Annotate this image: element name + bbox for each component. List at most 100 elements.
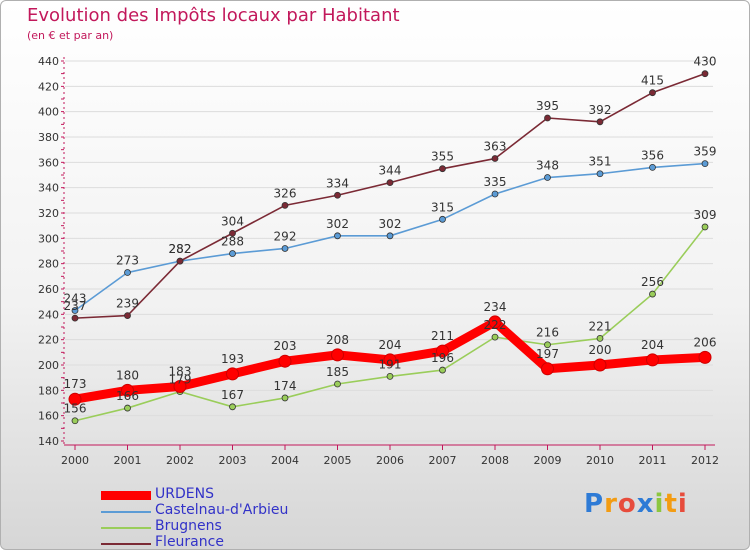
data-label: 211 [431,329,454,343]
y-tick-label: 240 [38,308,59,321]
data-point [124,269,131,276]
data-point [596,334,604,342]
logo-letter: r [604,489,618,519]
data-point [386,372,394,380]
y-tick-label: 440 [38,55,59,68]
logo-letter: o [617,489,637,519]
legend-swatch [101,491,151,500]
data-point [386,232,394,240]
data-label: 292 [274,229,297,243]
line-chart: 140 160 180 200 220 240 260 280 300 320 340 360 380 4… [38,55,719,467]
chart-title: Evolution des Impôts locaux par Habitant [27,5,400,26]
data-label: 156 [64,402,87,416]
data-point [701,70,709,78]
x-tick-label: 2000 [61,454,89,467]
legend-swatch [101,511,151,513]
data-point [541,362,554,376]
data-point [226,367,239,381]
data-label: 174 [274,379,297,393]
y-tick-label: 140 [38,435,59,448]
data-label: 355 [431,150,454,164]
data-label: 309 [694,208,717,222]
y-tick-label: 400 [38,106,59,119]
y-tick-label: 300 [38,232,59,245]
data-point [488,315,502,329]
data-label: 234 [484,300,507,314]
data-label: 203 [274,339,297,353]
data-label: 185 [326,365,349,379]
data-label: 282 [169,242,192,256]
data-label: 415 [641,74,664,88]
legend-swatch [101,527,151,529]
data-label: 183 [169,365,192,379]
logo-letter: i [654,489,665,519]
data-point [698,350,712,364]
y-tick-label: 280 [38,258,59,271]
data-label: 196 [431,351,454,365]
legend-label: URDENS [155,486,214,502]
data-label: 356 [641,148,664,162]
data-point [229,403,236,411]
data-label: 335 [484,175,507,189]
data-label: 204 [379,338,402,352]
data-label: 221 [589,319,612,333]
y-tick-label: 260 [38,283,59,296]
data-label: 166 [116,389,139,403]
data-label: 288 [221,235,244,249]
data-label: 430 [694,55,717,69]
data-label: 348 [536,159,559,173]
y-tick-label: 340 [38,182,59,195]
data-label: 191 [379,357,402,371]
x-tick-label: 2003 [219,454,247,467]
data-point [176,257,184,265]
data-label: 392 [589,103,612,117]
data-point [491,190,499,198]
legend-swatch [101,543,151,545]
data-point [439,215,446,223]
data-point [436,344,449,358]
proxiti-logo: Proxiti [584,489,688,519]
data-label: 237 [64,299,87,313]
data-label: 222 [484,318,507,332]
data-point [649,89,656,97]
y-tick-label: 160 [38,410,59,423]
data-label: 239 [116,297,139,311]
data-label: 302 [379,217,402,231]
data-point [124,312,131,320]
y-tick-label: 360 [38,156,59,169]
data-label: 256 [641,275,664,289]
x-tick-label: 2001 [114,454,142,467]
data-label: 180 [116,368,139,382]
data-point [439,366,446,374]
data-point [386,179,394,187]
x-tick-label: 2008 [481,454,509,467]
data-point [281,245,289,252]
data-point [124,404,131,412]
data-label: 334 [326,176,349,190]
y-tick-label: 420 [38,80,59,93]
data-label: 243 [64,292,87,306]
data-label: 359 [694,145,717,159]
data-label: 273 [116,254,139,268]
data-label: 344 [379,164,402,178]
data-point [68,392,82,406]
x-tick-label: 2005 [324,454,352,467]
legend-label: Brugnens [155,518,222,534]
y-tick-label: 380 [38,131,59,144]
data-label: 363 [484,140,507,154]
data-point [701,223,709,231]
data-label: 204 [641,338,664,352]
data-point [229,229,236,237]
data-point [649,290,656,298]
data-point [593,358,607,372]
data-label: 304 [221,214,244,228]
data-point [278,354,292,368]
data-point [229,250,236,257]
data-point [491,155,499,162]
data-label: 315 [431,200,454,214]
x-tick-label: 2007 [429,454,457,467]
x-tick-label: 2009 [534,454,562,467]
data-point [71,314,79,322]
data-point [544,341,551,349]
data-label: 200 [589,343,612,357]
